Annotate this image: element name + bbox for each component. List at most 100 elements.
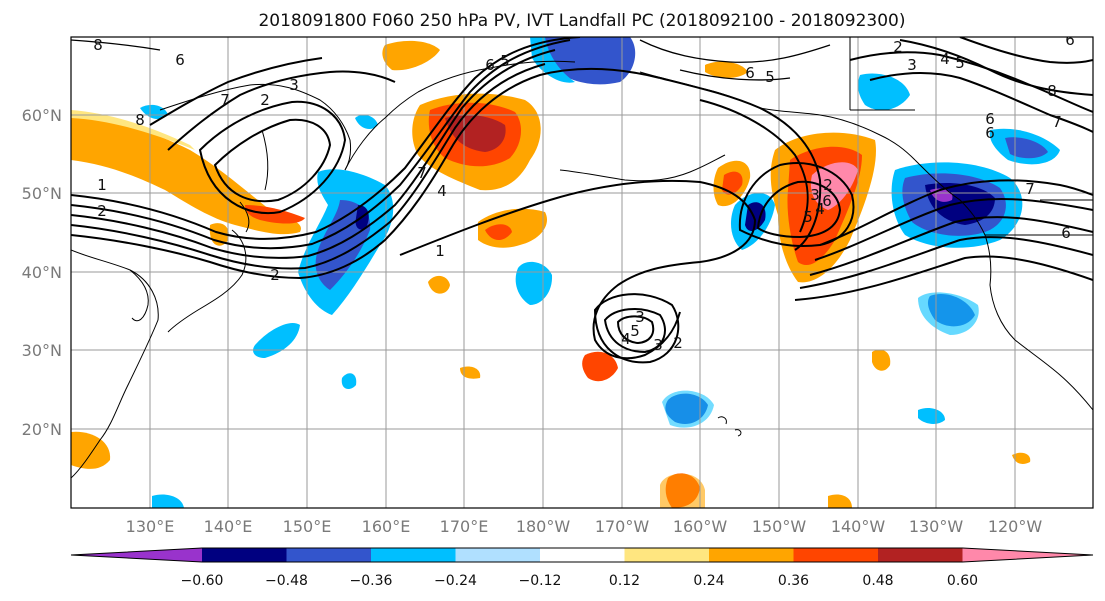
contour-label: 6 — [1065, 31, 1075, 49]
contour-label: 7 — [1052, 113, 1062, 131]
contour-top-2 — [639, 39, 831, 63]
lon-label-130w: 130°W — [909, 517, 964, 536]
coast-asia-mainland — [71, 249, 159, 479]
shade-blue-subtropic-1 — [253, 322, 300, 358]
contour-label: 5 — [500, 52, 510, 70]
contour-label-group: 8 6 3 2 7 8 1 2 6 5 7 4 1 2 6 5 3 4 3 2 — [93, 31, 1075, 354]
shade-red-mid-pacific — [485, 224, 512, 240]
contour-label: 2 — [673, 334, 683, 352]
colorbar-tick-label: −0.24 — [434, 573, 477, 589]
colorbar-bins — [70, 547, 1094, 563]
colorbar-bin — [71, 548, 202, 562]
pc-shading — [71, 37, 1060, 508]
shade-blue-pnw-edge — [918, 292, 979, 335]
lon-label-120w: 120°W — [988, 517, 1043, 536]
coast-oregon-ca — [989, 284, 1093, 411]
contour-label: 4 — [940, 50, 950, 68]
shade-orange-ne-top — [705, 61, 748, 78]
contour-label: 3 — [653, 336, 663, 354]
contour-label: 6 — [175, 51, 185, 69]
contour-label: 6 — [985, 110, 995, 128]
shade-orange-south-2 — [660, 473, 705, 508]
shade-orange-170e — [428, 275, 450, 294]
contour-label: 3 — [907, 56, 917, 74]
shade-midblue-ne-2 — [1005, 137, 1048, 159]
contour-trough-west-5 — [71, 37, 581, 240]
shade-red-jet-west — [245, 205, 305, 224]
shade-orange-subtropic-3 — [1012, 452, 1031, 464]
lon-label-140w: 140°W — [831, 517, 886, 536]
coast-hawaii — [717, 416, 742, 437]
colorbar-bin — [878, 548, 963, 562]
colorbar-bin — [540, 548, 625, 562]
colorbar-bin — [709, 548, 794, 562]
contour-label: 6 — [1061, 224, 1071, 242]
shade-orange-baja — [872, 349, 891, 371]
shade-red-goa-west — [722, 171, 743, 195]
contour-cutoff-low-2 — [616, 315, 655, 345]
contour-goa-low-1 — [738, 162, 855, 248]
contour-label: 8 — [93, 36, 103, 54]
lat-label-60n: 60°N — [22, 106, 62, 125]
lon-label-130e: 130°E — [126, 517, 175, 536]
contour-ne-jet-5 — [794, 255, 1093, 301]
contour-label: 2 — [893, 38, 903, 56]
coast-aleutians — [559, 154, 726, 182]
lon-label-170w: 170°W — [595, 517, 650, 536]
colorbar-tick-label: −0.36 — [350, 573, 393, 589]
shade-orange-jet-west-edge — [71, 110, 195, 150]
lat-label-40n: 40°N — [22, 263, 62, 282]
lon-label-150e: 150°E — [283, 517, 332, 536]
coast-siberia-north — [417, 60, 576, 93]
contour-label: 2 — [270, 266, 280, 284]
shade-orange-south-3 — [828, 494, 852, 508]
contour-label: 3 — [635, 308, 645, 326]
contour-label: 5 — [765, 68, 775, 86]
shade-darkred-kamchatka — [445, 114, 506, 152]
shade-blue-north-small-2 — [140, 104, 168, 120]
shade-blue-ne-1 — [857, 73, 910, 111]
colorbar-tick-label: 0.12 — [609, 573, 640, 589]
shade-orange-jet-west — [71, 115, 301, 235]
coast-us-border — [849, 37, 1093, 236]
contour-label: 6 — [485, 56, 495, 74]
coast-sakhalin — [261, 129, 269, 191]
colorbar-tick-label: −0.60 — [181, 573, 224, 589]
contour-label: 2 — [823, 176, 833, 194]
contour-ridge-kamchatka-2 — [167, 70, 396, 151]
contour-goa-low-2 — [756, 180, 842, 239]
contour-label: 3 — [289, 76, 299, 94]
contour-top-1 — [71, 39, 161, 51]
contour-label: 5 — [955, 54, 965, 72]
contour-ne-north-2 — [869, 71, 1093, 133]
lon-label-140e: 140°E — [204, 517, 253, 536]
contour-label: 6 — [745, 64, 755, 82]
colorbar-bin — [286, 548, 371, 562]
shade-orange-south-1 — [71, 431, 111, 469]
colorbar-outline — [70, 547, 1094, 563]
contour-trough-west-2 — [71, 63, 546, 270]
contour-label: 4 — [621, 330, 631, 348]
contour-label: 1 — [97, 176, 107, 194]
coast-okhotsk — [159, 83, 351, 171]
contour-ne-north-3 — [899, 39, 1093, 96]
graticule — [71, 37, 1093, 508]
contour-label: 4 — [437, 182, 447, 200]
shade-lightblue-north — [530, 37, 575, 83]
coast-bc-wa — [914, 159, 992, 286]
contour-label: 2 — [97, 202, 107, 220]
contour-label: 4 — [815, 200, 825, 218]
colorbar-bin — [962, 548, 1093, 562]
shade-pink-goa — [810, 162, 858, 210]
contour-label: 8 — [135, 111, 145, 129]
colorbar-tick-label: 0.24 — [693, 573, 724, 589]
contour-loop-west — [213, 118, 332, 203]
longitude-labels: 130°E 140°E 150°E 160°E 170°E 180°W 170°… — [126, 517, 1043, 536]
contour-ne-jet-1 — [819, 179, 1093, 246]
map-panel: 8 6 3 2 7 8 1 2 6 5 7 4 1 2 6 5 3 4 3 2 — [70, 31, 1094, 509]
colorbar-tick-label: −0.48 — [265, 573, 308, 589]
contour-ne-jet-3 — [809, 216, 1093, 276]
contour-ne-north-4 — [959, 37, 1093, 64]
shade-orange-subtropic-1 — [460, 366, 481, 379]
plot-title: 2018091800 F060 250 hPa PV, IVT Landfall… — [258, 11, 905, 31]
